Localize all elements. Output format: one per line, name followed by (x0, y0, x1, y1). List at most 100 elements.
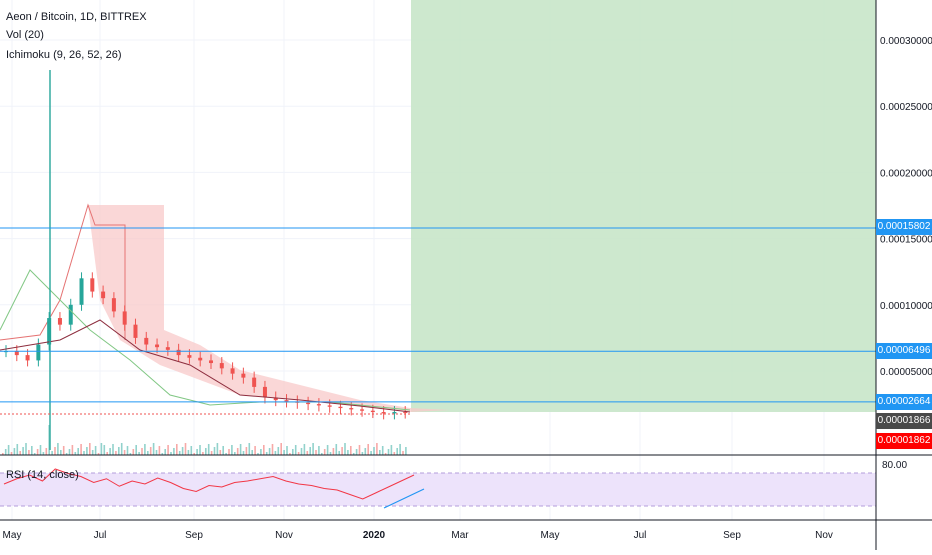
volume-bar (384, 453, 387, 455)
candle-30 (327, 405, 332, 407)
volume-bar (361, 452, 364, 455)
volume-bar (36, 449, 39, 455)
candle-6 (68, 304, 73, 325)
volume-bar (321, 453, 323, 455)
candle-26 (284, 400, 289, 402)
volume-bar (65, 453, 68, 455)
volume-bar (303, 444, 306, 455)
candle-13 (144, 337, 149, 345)
projection-zone-layer (411, 0, 876, 412)
projection-zone (411, 0, 876, 412)
candle-1 (14, 351, 19, 356)
symbol-legend[interactable]: Aeon / Bitcoin, 1D, BITTREX (6, 11, 147, 23)
volume-bar (115, 451, 117, 455)
candle-15 (165, 347, 170, 350)
volume-bar (91, 450, 94, 455)
volume-bar (234, 452, 236, 455)
volume-bar (132, 449, 135, 455)
volume-bar (338, 451, 340, 455)
x-tick-0: May (3, 530, 22, 541)
volume-bar (129, 453, 132, 455)
volume-bar (152, 443, 155, 455)
candle-35 (381, 412, 386, 414)
volume-bar (370, 451, 372, 455)
volume-bar (242, 451, 245, 455)
candle-4 (47, 318, 52, 345)
y-tick-5: 0.00030000 (880, 36, 932, 47)
volume-bar (51, 451, 53, 455)
volume-bar (2, 453, 4, 455)
volume-bar (207, 444, 210, 455)
volume-bar (94, 446, 97, 455)
volume-bar (62, 446, 65, 455)
candle-9 (101, 291, 106, 299)
volume-legend[interactable]: Vol (20) (6, 29, 44, 41)
volume-bar (381, 446, 384, 455)
y-tick-3: 0.00020000 (880, 168, 932, 179)
volume-bar (109, 448, 111, 455)
volume-bar (379, 450, 381, 455)
volume-bar (77, 448, 79, 455)
rsi-upper-label: 80.00 (882, 460, 907, 471)
y-tick-0: 0.00005000 (880, 367, 932, 378)
volume-layer (2, 425, 407, 455)
volume-bar (318, 446, 320, 455)
y-tick-4: 0.00025000 (880, 102, 932, 113)
volume-bar (196, 449, 198, 455)
volume-bar (396, 448, 398, 455)
volume-bar (118, 447, 120, 455)
volume-bar (254, 446, 256, 455)
price-tag-2: 0.00002664 (876, 394, 932, 410)
volume-bar (260, 449, 262, 455)
volume-bar (16, 444, 19, 455)
volume-bar (71, 445, 74, 455)
volume-bar (352, 453, 355, 455)
volume-bar (173, 448, 175, 455)
cloud-edge (0, 203, 126, 341)
x-tick-4: 2020 (363, 530, 386, 541)
rsi-legend[interactable]: RSI (14, close) (6, 469, 79, 481)
price-tag-1: 0.00006496 (876, 343, 932, 359)
volume-bar (135, 445, 137, 455)
volume-bar (123, 450, 126, 455)
volume-bar (25, 443, 27, 455)
candle-28 (306, 402, 311, 405)
x-tick-2: Sep (185, 530, 203, 541)
volume-bar (280, 443, 282, 455)
volume-bar (393, 452, 396, 455)
volume-bar (170, 452, 172, 455)
volume-bar (48, 425, 50, 455)
rsi-band (0, 473, 876, 506)
candle-10 (111, 298, 116, 312)
x-axis-ticks: May Jul Sep Nov 2020 Mar May Jul Sep Nov (3, 530, 833, 541)
candle-20 (219, 363, 224, 369)
volume-bar (210, 451, 213, 455)
rsi-panel: 80.00 (0, 460, 907, 509)
volume-bar (141, 448, 143, 455)
candle-17 (187, 355, 192, 358)
volume-bar (167, 445, 169, 455)
volume-bar (83, 451, 85, 455)
volume-bar (358, 445, 361, 455)
x-tick-1: Jul (94, 530, 107, 541)
volume-bar (309, 447, 311, 455)
volume-bar (387, 449, 390, 455)
base-line (0, 319, 411, 413)
candle-12 (133, 324, 138, 338)
ichimoku-legend[interactable]: Ichimoku (9, 26, 52, 26) (6, 49, 122, 61)
volume-bar (335, 444, 338, 455)
candle-31 (338, 406, 343, 409)
candle-21 (230, 368, 235, 374)
volume-bar (28, 450, 30, 455)
horizontal-levels-layer[interactable] (0, 227, 876, 403)
candle-5 (57, 318, 62, 325)
volume-bar (205, 448, 207, 455)
volume-bar (326, 445, 329, 455)
volume-bar (112, 444, 114, 455)
y-tick-1: 0.00010000 (880, 301, 932, 312)
volume-bar (245, 447, 248, 455)
volume-bar (231, 445, 233, 455)
